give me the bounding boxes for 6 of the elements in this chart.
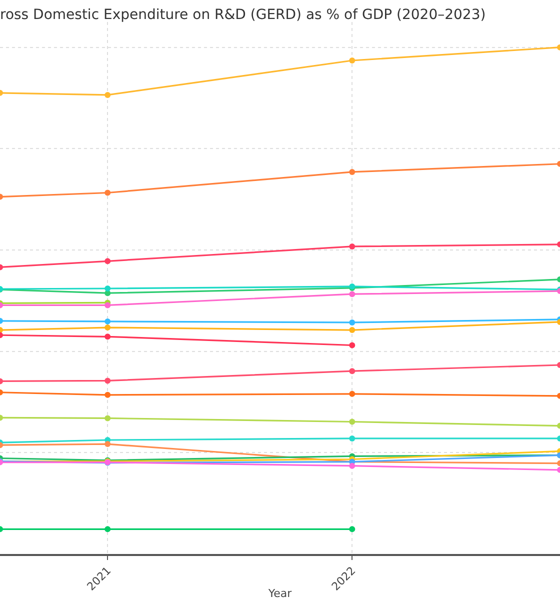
chart-title: ross Domestic Expenditure on R&D (GERD) as % of GDP (2020–2023) bbox=[0, 6, 486, 23]
x-axis-title: Year bbox=[267, 587, 292, 600]
point bbox=[104, 526, 111, 532]
point bbox=[104, 334, 111, 340]
point bbox=[349, 526, 356, 532]
point bbox=[349, 342, 356, 348]
